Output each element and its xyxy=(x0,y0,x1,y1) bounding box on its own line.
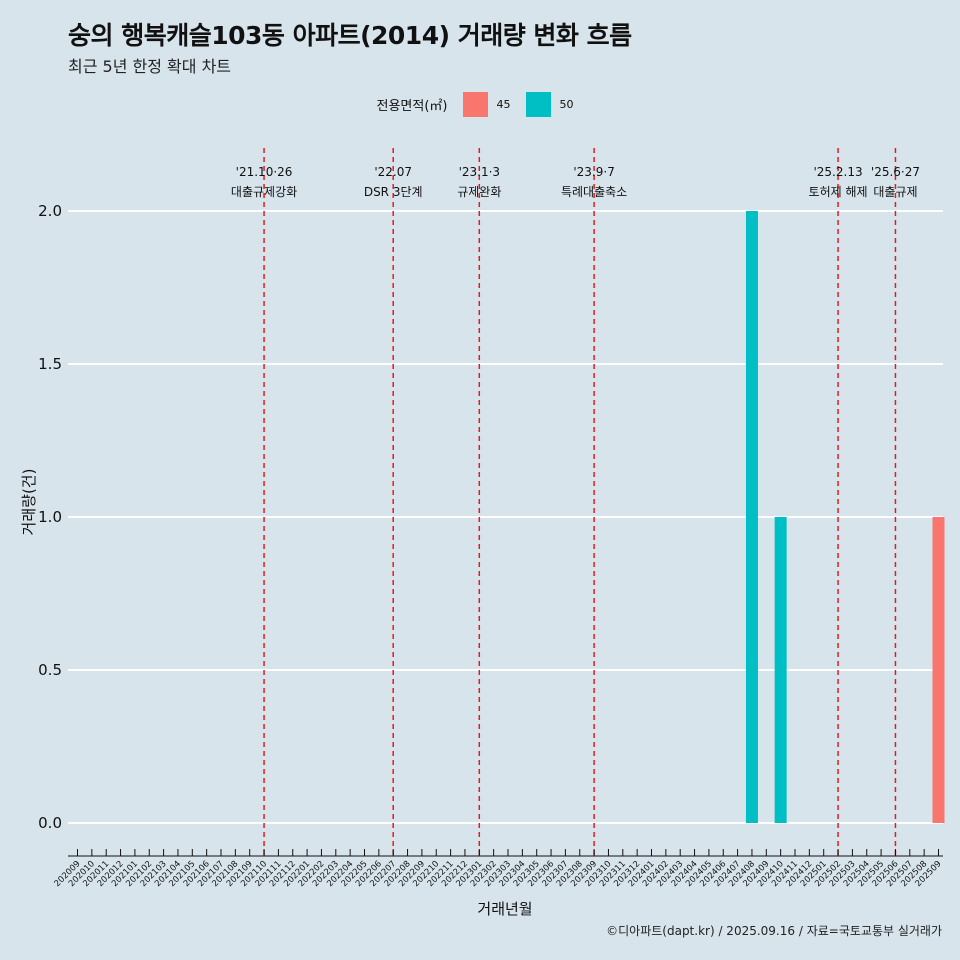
legend-label-45: 45 xyxy=(496,98,511,111)
legend-label-50: 50 xyxy=(559,98,574,111)
bar-50-202408 xyxy=(745,211,758,823)
y-tick-label-1: 0.5 xyxy=(38,661,62,679)
event-date-1: '22.07 xyxy=(374,165,412,179)
legend-title: 전용면적(㎡) xyxy=(376,99,448,114)
legend-swatch-50 xyxy=(526,92,552,117)
event-date-4: '25.2.13 xyxy=(813,165,862,179)
y-tick-label-2: 1.0 xyxy=(38,508,62,526)
y-axis-title: 거래량(건) xyxy=(20,469,38,536)
event-label-2: 규제완화 xyxy=(457,185,501,199)
event-label-0: 대출규제강화 xyxy=(231,185,297,199)
event-label-5: 대출규제 xyxy=(873,185,917,199)
bar-50-202410 xyxy=(774,517,787,823)
event-date-2: '23.1·3 xyxy=(459,165,500,179)
source-credit: ©디아파트(dapt.kr) / 2025.09.16 / 자료=국토교통부 실… xyxy=(606,924,942,938)
bar-45-202509 xyxy=(932,517,945,823)
event-date-5: '25.6·27 xyxy=(871,165,920,179)
x-axis-title: 거래년월 xyxy=(477,900,532,918)
event-label-4: 토허제 해제 xyxy=(809,185,868,199)
event-label-1: DSR 3단계 xyxy=(364,185,423,199)
y-tick-label-0: 0.0 xyxy=(38,814,62,832)
legend-swatch-45 xyxy=(463,92,489,117)
legend: 전용면적(㎡) 45 50 xyxy=(0,92,960,117)
chart-title: 숭의 행복캐슬103동 아파트(2014) 거래량 변화 흐름 xyxy=(68,21,632,50)
event-date-0: '21.10·26 xyxy=(236,165,293,179)
chart-subtitle: 최근 5년 한정 확대 차트 xyxy=(68,57,232,76)
y-tick-label-4: 2.0 xyxy=(38,202,62,220)
event-label-3: 특례대출축소 xyxy=(561,185,627,199)
y-tick-label-3: 1.5 xyxy=(38,355,62,373)
event-date-3: '23.9·7 xyxy=(573,165,614,179)
